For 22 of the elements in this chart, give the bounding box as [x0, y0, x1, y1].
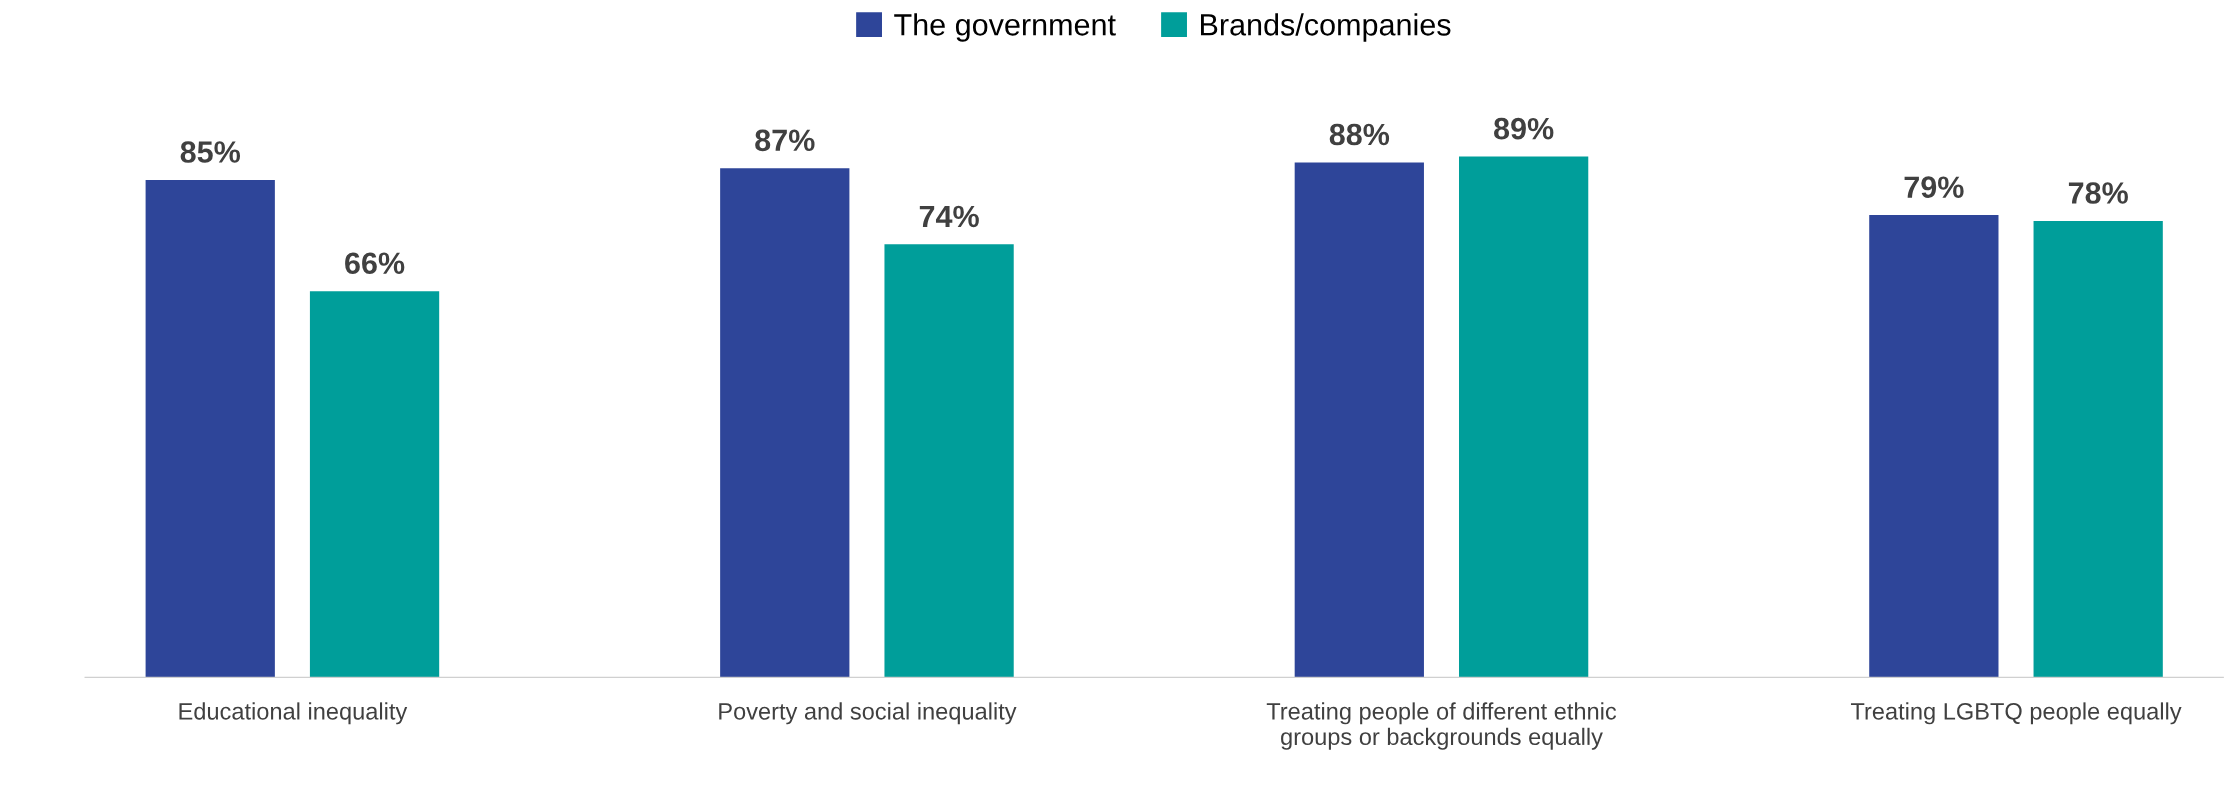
legend-label: The government	[894, 13, 1116, 42]
x-tick-label: Treating people of different ethnic groups or backgrounds equally	[1266, 702, 1617, 750]
x-tick-label: Educational inequality	[179, 702, 408, 725]
data-label: 88%	[1329, 123, 1390, 146]
bar	[720, 168, 850, 678]
data-label: 87%	[755, 129, 815, 152]
data-label: 85%	[180, 141, 241, 163]
x-tick-label: Poverty and social inequality	[719, 702, 1017, 725]
bar	[1294, 162, 1424, 678]
bar	[2033, 220, 2163, 678]
bar	[309, 291, 440, 678]
x-tick-label: Treating LGBTQ people equally	[1850, 702, 2182, 725]
bar	[1869, 215, 1999, 678]
data-label: 79%	[1904, 176, 1964, 198]
bar	[1459, 156, 1589, 678]
legend-label: Brands/companies	[1201, 13, 1451, 42]
data-label: 74%	[919, 205, 979, 228]
bar	[884, 244, 1014, 678]
data-label: 78%	[2068, 182, 2128, 204]
data-label: 89%	[1494, 117, 1554, 140]
data-label: 66%	[345, 252, 405, 275]
bar	[145, 180, 275, 678]
